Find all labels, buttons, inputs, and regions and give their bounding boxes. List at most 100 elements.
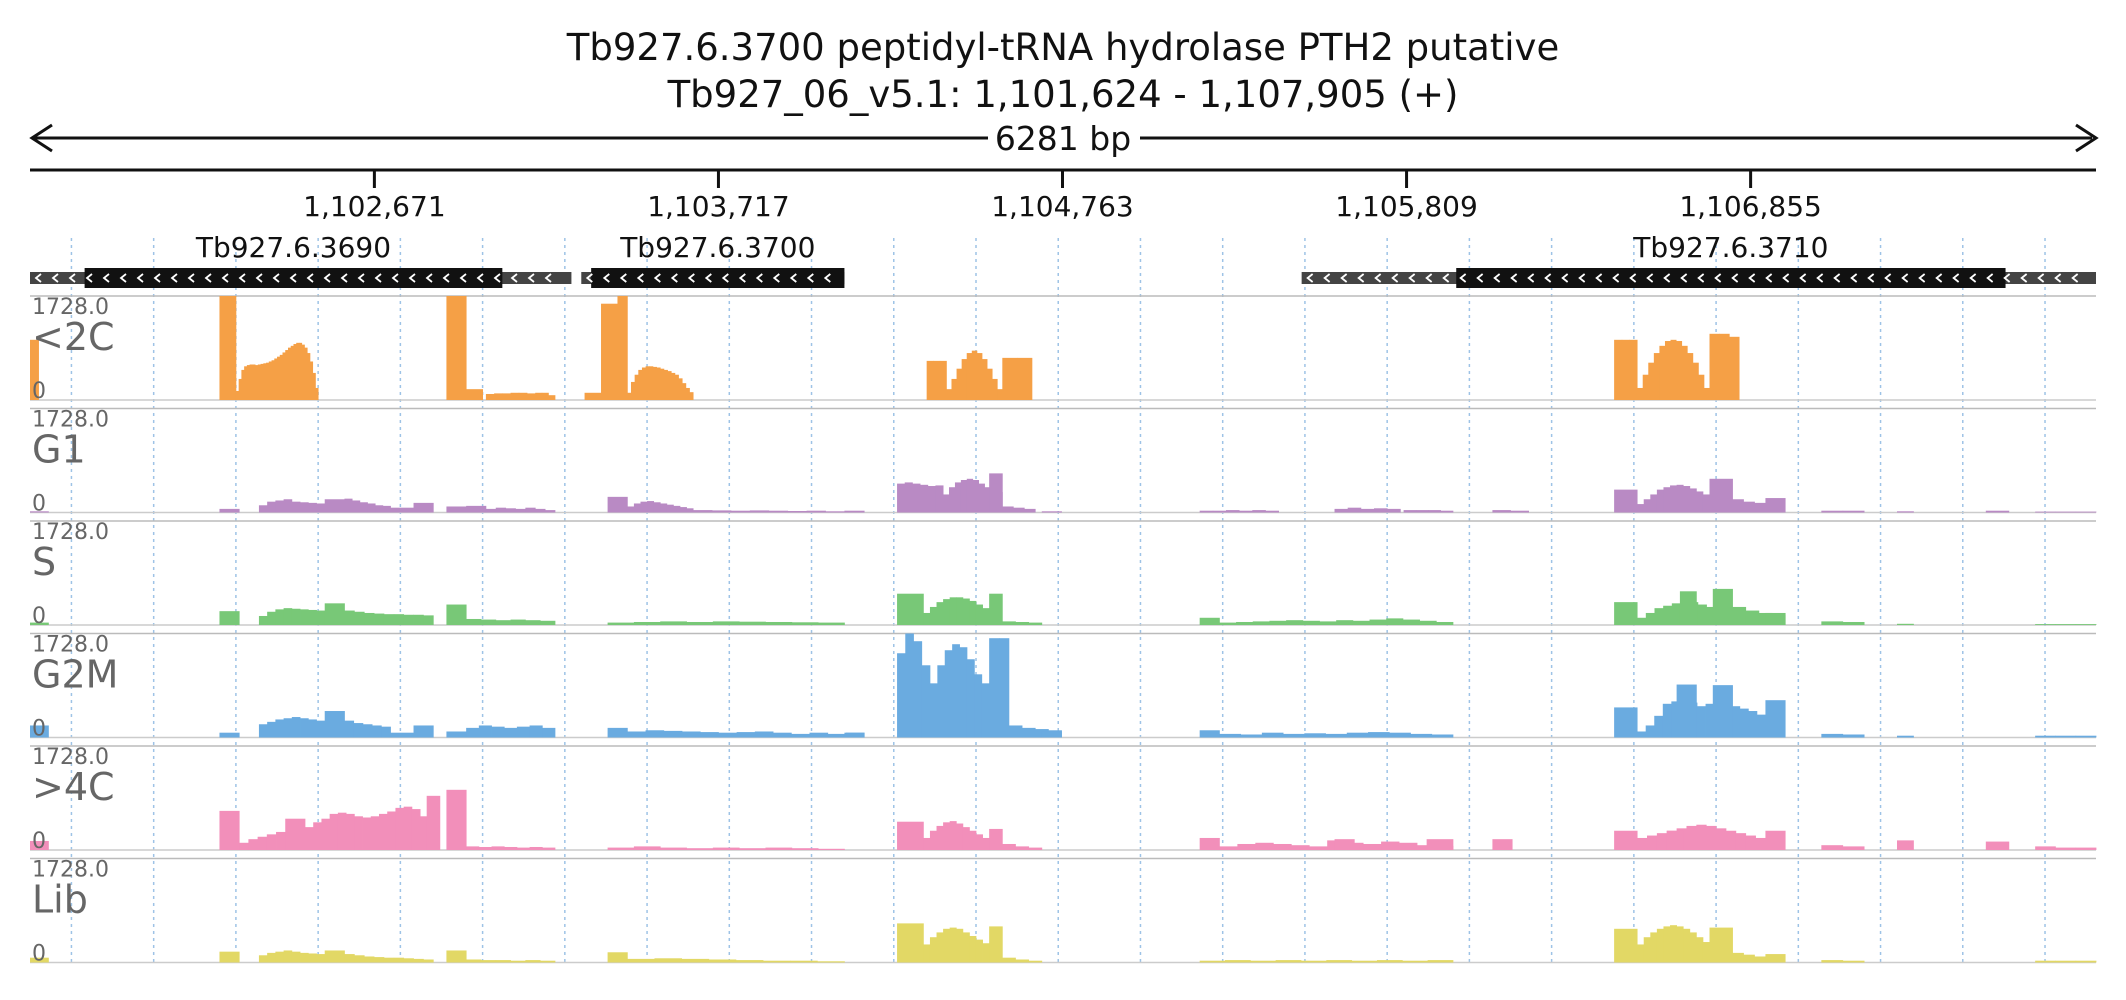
coverage-bar xyxy=(765,847,793,850)
strand-chevron-icon xyxy=(1340,273,1348,283)
strand-chevron-icon xyxy=(476,273,484,283)
coverage-bar xyxy=(844,732,865,738)
strand-chevron-icon xyxy=(1816,273,1824,283)
coverage-bar xyxy=(390,732,414,738)
coverage-bar xyxy=(255,365,259,400)
coverage-bar xyxy=(219,732,240,738)
coverage-bar xyxy=(897,593,924,625)
coverage-bar xyxy=(641,367,647,400)
strand-chevron-icon xyxy=(1748,273,1756,283)
gene-model[interactable]: Tb927.6.3690 xyxy=(30,231,572,288)
coverage-bar xyxy=(248,839,259,850)
coverage-bar xyxy=(1199,510,1214,513)
coverage-bar xyxy=(984,487,991,513)
coverage-bar xyxy=(633,846,661,850)
coverage-bar xyxy=(510,619,526,625)
track-scale-max: 1728.0 xyxy=(32,295,109,320)
coverage-bar xyxy=(403,806,413,850)
coverage-bar xyxy=(956,597,964,625)
coverage-bar xyxy=(257,836,268,850)
coverage-bar xyxy=(1745,610,1760,625)
strand-chevron-icon xyxy=(1629,273,1637,283)
coverage-bar xyxy=(962,932,970,963)
gene-label: Tb927.6.3710 xyxy=(1632,231,1828,264)
coverage-bar xyxy=(905,633,914,738)
coverage-bar xyxy=(981,359,988,400)
coverage-bar xyxy=(673,505,681,513)
coverage-bar xyxy=(939,360,947,400)
coverage-bar xyxy=(344,498,353,513)
coverage-bar xyxy=(353,723,364,738)
coverage-bar xyxy=(283,718,293,738)
coverage-bar xyxy=(791,733,810,738)
strand-chevron-icon xyxy=(221,273,229,283)
axis-ticks: 1,102,671 1,103,717 1,104,763 1,105,809 1,10… xyxy=(303,170,1822,223)
strand-chevron-icon xyxy=(2071,273,2079,283)
strand-chevron-icon xyxy=(527,273,535,283)
coverage-bar xyxy=(978,483,985,513)
coverage-bar xyxy=(1670,925,1678,963)
strand-chevron-icon xyxy=(1374,273,1382,283)
coverage-bar xyxy=(529,846,543,850)
coverage-bar xyxy=(975,834,983,850)
coverage-bar xyxy=(1028,960,1043,963)
gene-cds xyxy=(591,268,845,288)
strand-chevron-icon xyxy=(102,273,110,283)
track-scale-max: 1728.0 xyxy=(32,633,109,658)
coverage-bar xyxy=(1621,339,1630,400)
gene-model[interactable]: Tb927.6.3700 xyxy=(581,231,845,288)
strand-chevron-icon xyxy=(459,273,467,283)
span-arrow: 6281 bp xyxy=(29,119,2099,158)
coverage-bar xyxy=(1017,357,1033,400)
coverage-bar xyxy=(982,608,990,625)
coverage-bar xyxy=(686,621,714,625)
coverage-bar xyxy=(1275,960,1302,963)
coverage-bar xyxy=(267,952,276,963)
coverage-bar xyxy=(1689,932,1697,963)
coverage-bar xyxy=(494,393,503,400)
coverage-bar xyxy=(1261,732,1284,738)
coverage-bar xyxy=(966,478,974,513)
coverage-bar xyxy=(2075,735,2097,738)
coverage-bar xyxy=(992,378,998,400)
coverage-bar xyxy=(283,499,293,513)
coverage-bar xyxy=(685,387,690,400)
coverage-bar xyxy=(275,500,285,513)
coverage-bar xyxy=(354,955,365,963)
coverage-bar xyxy=(1765,498,1786,513)
gene-model[interactable]: Tb927.6.3710 xyxy=(1301,231,2096,288)
strand-chevron-icon xyxy=(1799,273,1807,283)
coverage-bar xyxy=(1666,830,1684,850)
coverage-bar xyxy=(1896,623,1914,625)
coverage-bar xyxy=(382,505,391,513)
coverage-bar xyxy=(2035,846,2056,850)
coverage-bar xyxy=(1417,845,1436,850)
coverage-bar xyxy=(370,816,380,850)
coverage-bar xyxy=(1325,733,1348,738)
strand-chevron-icon xyxy=(153,273,161,283)
coverage-bar xyxy=(1696,491,1704,513)
coverage-bar xyxy=(1648,362,1655,400)
coverage-bar xyxy=(1696,937,1704,963)
coverage-bar xyxy=(1676,926,1684,963)
coverage-bar xyxy=(1309,846,1328,850)
coverage-bar xyxy=(936,602,944,625)
coverage-bar xyxy=(2035,624,2056,625)
coverage-bar xyxy=(944,650,953,738)
coverage-bar xyxy=(959,647,968,738)
coverage-bar xyxy=(1706,825,1717,850)
coverage-bar xyxy=(1671,603,1681,625)
track-scale-max: 1728.0 xyxy=(32,520,109,545)
coverage-bar xyxy=(987,368,993,400)
coverage-bar xyxy=(1510,510,1529,513)
chart-title-locus: Tb927_06_v5.1: 1,101,624 - 1,107,905 (+) xyxy=(667,73,1459,116)
coverage-bar xyxy=(645,730,665,738)
coverage-bar xyxy=(346,813,355,850)
coverage-bar xyxy=(1663,605,1673,625)
coverage-bar xyxy=(679,507,687,513)
coverage-bar xyxy=(1381,841,1400,850)
coverage-bar xyxy=(654,958,683,963)
strand-chevron-icon xyxy=(636,273,644,283)
coverage-bar xyxy=(1028,622,1043,625)
coverage-bar xyxy=(246,365,251,400)
